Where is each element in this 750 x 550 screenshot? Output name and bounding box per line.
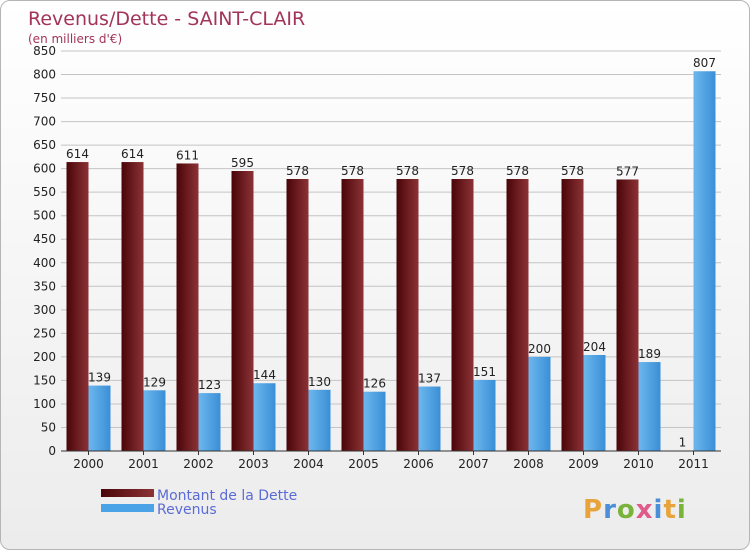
y-axis-ticks: 0 50 100 150 200 250 300 350 400 450 500 550 600 650 7… (33, 44, 56, 458)
value-label-revenus-2004: 130 (308, 375, 331, 389)
bar-debt-2003 (231, 171, 254, 451)
chart-subtitle: (en milliers d'€) (28, 32, 122, 46)
value-label-debt-2002: 611 (176, 148, 199, 162)
x-tick-label-2008: 2008 (513, 457, 544, 471)
x-tick-label-2011: 2011 (678, 457, 709, 471)
bar-revenus-2000 (88, 385, 111, 451)
value-label-revenus-2006: 137 (418, 372, 441, 386)
value-label-debt-2000: 614 (66, 147, 89, 161)
y-tick-label: 600 (33, 162, 56, 176)
value-label-revenus-2000: 139 (88, 371, 111, 385)
proxiti-logo: Proxiti (583, 495, 687, 525)
y-tick-label: 100 (33, 397, 56, 411)
y-tick-label: 700 (33, 115, 56, 129)
y-tick-label: 250 (33, 326, 56, 340)
value-label-debt-2011: 1 (679, 436, 687, 450)
y-tick-label: 200 (33, 350, 56, 364)
value-label-debt-2001: 614 (121, 147, 144, 161)
legend: Montant de la Dette Revenus (101, 488, 297, 518)
y-tick-label: 300 (33, 303, 56, 317)
y-tick-label: 500 (33, 209, 56, 223)
bar-debt-2009 (561, 179, 584, 451)
value-label-revenus-2008: 200 (528, 342, 551, 356)
y-tick-label: 400 (33, 256, 56, 270)
y-tick-label: 550 (33, 185, 56, 199)
value-label-debt-2010: 577 (616, 164, 639, 178)
bar-debt-2000 (66, 162, 89, 451)
bars-group (66, 71, 716, 452)
x-tick-label-2004: 2004 (293, 457, 324, 471)
bar-revenus-2006 (418, 386, 441, 451)
bar-debt-2008 (506, 179, 529, 451)
bar-debt-2006 (396, 179, 419, 451)
x-tick-label-2006: 2006 (403, 457, 434, 471)
x-tick-label-2002: 2002 (183, 457, 214, 471)
value-label-revenus-2002: 123 (198, 378, 221, 392)
y-tick-label: 450 (33, 232, 56, 246)
bar-revenus-2004 (308, 389, 331, 451)
x-tick-label-2009: 2009 (568, 457, 599, 471)
y-tick-label: 850 (33, 44, 56, 58)
bar-debt-2001 (121, 162, 144, 451)
value-label-debt-2003: 595 (231, 156, 254, 170)
chart-title: Revenus/Dette - SAINT-CLAIR (28, 8, 305, 30)
bar-revenus-2002 (198, 393, 221, 451)
svg-text:Proxiti: Proxiti (583, 495, 687, 525)
value-label-revenus-2001: 129 (143, 375, 166, 389)
value-label-debt-2006: 578 (396, 164, 419, 178)
x-axis-ticks: 2000 2001 2002 2003 2004 2005 2006 2007 2008 2009… (73, 451, 709, 471)
value-label-debt-2008: 578 (506, 164, 529, 178)
value-label-revenus-2011: 807 (693, 56, 716, 70)
bar-revenus-2011 (693, 71, 716, 451)
x-tick-label-2007: 2007 (458, 457, 489, 471)
bar-revenus-2001 (143, 390, 166, 451)
y-tick-label: 0 (48, 444, 56, 458)
y-tick-label: 800 (33, 68, 56, 82)
y-tick-label: 50 (41, 420, 56, 434)
value-label-revenus-2007: 151 (473, 365, 496, 379)
bar-revenus-2008 (528, 356, 551, 451)
bar-debt-2007 (451, 179, 474, 451)
bar-revenus-2003 (253, 383, 276, 451)
x-tick-label-2005: 2005 (348, 457, 379, 471)
grid-lines (61, 50, 721, 428)
value-label-revenus-2009: 204 (583, 340, 606, 354)
bar-debt-2002 (176, 163, 199, 451)
bar-revenus-2010 (638, 362, 661, 451)
bar-revenus-2007 (473, 379, 496, 451)
value-label-debt-2009: 578 (561, 164, 584, 178)
y-tick-label: 150 (33, 373, 56, 387)
legend-label-debt: Montant de la Dette (157, 488, 297, 504)
bar-revenus-2005 (363, 391, 386, 451)
legend-label-revenus: Revenus (157, 502, 217, 518)
legend-swatch-revenus (101, 504, 154, 512)
value-label-debt-2005: 578 (341, 164, 364, 178)
x-tick-label-2003: 2003 (238, 457, 269, 471)
value-label-debt-2004: 578 (286, 164, 309, 178)
value-labels: 614 139 614 129 611 123 595 144 578 130 578 126 578 1… (66, 56, 716, 449)
value-label-revenus-2003: 144 (253, 368, 276, 382)
value-label-revenus-2005: 126 (363, 377, 386, 391)
bar-debt-2005 (341, 179, 364, 451)
y-tick-label: 750 (33, 91, 56, 105)
y-tick-label: 650 (33, 138, 56, 152)
legend-swatch-debt (101, 489, 154, 497)
x-tick-label-2010: 2010 (623, 457, 654, 471)
value-label-revenus-2010: 189 (638, 347, 661, 361)
value-label-debt-2007: 578 (451, 164, 474, 178)
y-tick-label: 350 (33, 279, 56, 293)
x-tick-label-2000: 2000 (73, 457, 104, 471)
x-tick-label-2001: 2001 (128, 457, 159, 471)
bar-revenus-2009 (583, 355, 606, 451)
bar-debt-2010 (616, 179, 639, 451)
bar-debt-2004 (286, 179, 309, 451)
